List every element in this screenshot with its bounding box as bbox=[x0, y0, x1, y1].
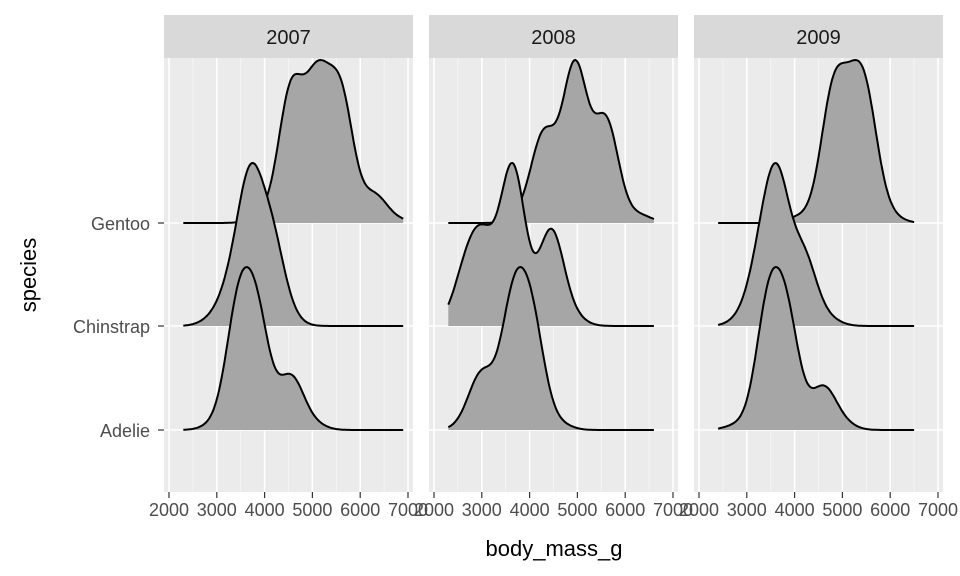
ridge-fill-2009-gentoo bbox=[718, 60, 915, 223]
x-tick-label-2008: 2000 bbox=[414, 500, 454, 520]
ridge-line-2009-gentoo bbox=[718, 58, 915, 224]
ridge-line-2007-adelie bbox=[183, 265, 404, 431]
ridge-fill-2009-adelie bbox=[718, 267, 915, 430]
ridge-line-2007-chinstrap bbox=[183, 161, 404, 327]
y-tick-label-gentoo: Gentoo bbox=[91, 214, 150, 234]
x-tick-label-2007: 3000 bbox=[197, 500, 237, 520]
y-axis-title: species bbox=[16, 238, 41, 313]
ridge-line-2007-gentoo bbox=[183, 58, 404, 224]
strip-label-2007: 2007 bbox=[266, 27, 311, 49]
facet-2009: 2009 2000 3000 4000 5000 6000 7000 bbox=[679, 15, 958, 520]
x-tick-label-2009: 6000 bbox=[870, 500, 910, 520]
ridge-fill-2008-gentoo bbox=[448, 60, 654, 223]
x-tick-label-2009: 3000 bbox=[727, 500, 767, 520]
x-tick-label-2007: 5000 bbox=[292, 500, 332, 520]
strip-2008 bbox=[429, 15, 678, 58]
x-tick-label-2008: 5000 bbox=[557, 500, 597, 520]
x-tick-label-2009: 4000 bbox=[775, 500, 815, 520]
x-tick-label-2007: 4000 bbox=[245, 500, 285, 520]
x-tick-label-2009: 5000 bbox=[822, 500, 862, 520]
facet-panels: 2007 2000 3000 4000 5000 6000 7000 2008 2000 3000… bbox=[149, 15, 958, 520]
x-tick-label-2008: 7000 bbox=[653, 500, 693, 520]
ridge-line-2008-gentoo bbox=[448, 58, 655, 224]
y-axis: Adelie Chinstrap Gentoo bbox=[73, 214, 164, 441]
ridge-fill-2007-gentoo bbox=[183, 60, 404, 223]
x-tick-label-2008: 3000 bbox=[462, 500, 502, 520]
ridge-fill-2008-adelie bbox=[448, 267, 654, 430]
strip-label-2009: 2009 bbox=[796, 27, 841, 49]
x-tick-label-2007: 7000 bbox=[388, 500, 428, 520]
ridge-fill-2007-adelie bbox=[183, 267, 404, 430]
strip-label-2008: 2008 bbox=[531, 27, 576, 49]
ridge-line-2009-chinstrap bbox=[717, 161, 915, 327]
x-tick-label-2008: 6000 bbox=[605, 500, 645, 520]
ridge-line-2008-adelie bbox=[447, 265, 654, 431]
facet-2007: 2007 2000 3000 4000 5000 6000 7000 bbox=[149, 15, 428, 520]
ridge-line-2009-adelie bbox=[717, 265, 915, 431]
facet-2008: 2008 2000 3000 4000 5000 6000 7000 bbox=[414, 15, 693, 520]
strip-2007 bbox=[164, 15, 413, 58]
x-axis-title: body_mass_g bbox=[486, 536, 623, 561]
y-tick-label-adelie: Adelie bbox=[100, 421, 150, 441]
ridge-line-2008-chinstrap bbox=[447, 161, 654, 327]
x-tick-label-2007: 2000 bbox=[149, 500, 189, 520]
x-tick-label-2007: 6000 bbox=[340, 500, 380, 520]
x-tick-label-2009: 7000 bbox=[918, 500, 958, 520]
y-tick-label-chinstrap: Chinstrap bbox=[73, 317, 150, 337]
x-tick-label-2009: 2000 bbox=[679, 500, 719, 520]
strip-2009 bbox=[694, 15, 943, 58]
x-tick-label-2008: 4000 bbox=[510, 500, 550, 520]
